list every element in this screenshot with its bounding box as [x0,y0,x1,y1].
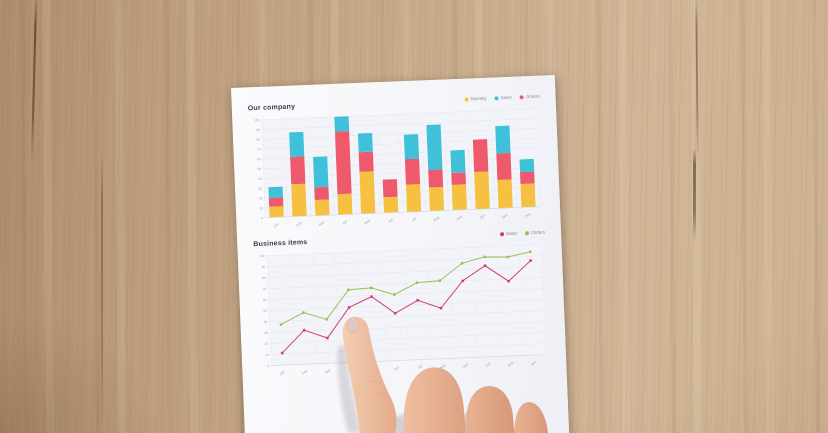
svg-text:100: 100 [259,254,265,258]
knuckle-wrinkles [369,380,385,396]
svg-text:Feb: Feb [295,221,302,228]
svg-text:30: 30 [264,331,268,335]
legend-item: Sales [499,230,518,237]
svg-text:Oct: Oct [479,214,486,220]
svg-text:20: 20 [265,342,269,346]
pointing-hand [337,316,548,433]
svg-text:Jan: Jan [273,222,280,229]
svg-text:Feb: Feb [301,369,308,376]
fingernail [347,317,359,333]
legend-dot-icon [499,232,505,237]
bars-group [268,116,536,218]
svg-text:10: 10 [265,353,269,357]
legend-dot-icon [525,231,530,236]
legend-item: Orders [519,93,540,100]
svg-text:Jul: Jul [411,216,417,222]
svg-text:50: 50 [263,309,267,313]
svg-text:90: 90 [256,128,260,132]
svg-text:20: 20 [259,196,263,200]
legend-item: Sales [494,94,512,101]
legend-dot-icon [519,95,524,100]
svg-text:Aug: Aug [439,363,446,370]
svg-text:70: 70 [257,147,261,151]
svg-text:80: 80 [256,138,260,142]
line-chart-legend: Sales Orders [499,229,546,237]
curled-ring-finger [465,386,514,433]
bar-chart-legend: Monthly Sales Orders [464,93,540,102]
legend-item: Orders [525,229,546,236]
line-chart: 0102030405060708090100JanFebMarAprMayJun… [259,244,547,377]
svg-text:30: 30 [258,187,262,191]
svg-text:Nov: Nov [507,360,514,367]
lines-group [279,250,533,355]
svg-text:Sep: Sep [462,362,469,369]
svg-text:0: 0 [261,216,263,220]
bar-chart-section: Our company Monthly Sales Orders 0 10 20 30 40… [248,91,545,233]
svg-text:60: 60 [263,298,267,302]
stacked-bar-chart: 0 10 20 30 40 50 60 70 80 90 100 Jan Feb Mar Apr May Jun… [254,108,541,229]
svg-text:May: May [364,218,372,225]
svg-text:50: 50 [258,167,262,171]
report-paper: Our company Monthly Sales Orders 0 10 20 30 40… [231,74,572,433]
svg-text:60: 60 [257,157,261,161]
curled-middle-finger [403,367,465,433]
legend-item: Monthly [464,95,487,102]
svg-text:Apr: Apr [342,219,349,226]
legend-dot-icon [494,96,499,101]
svg-text:Mar: Mar [324,367,332,374]
legend-label: Orders [525,93,540,99]
wood-crack [101,150,103,433]
index-finger [342,316,397,433]
wood-shadow [0,255,190,433]
legend-dot-icon [464,97,469,102]
svg-text:40: 40 [264,320,268,324]
svg-text:Dec: Dec [530,359,537,366]
legend-label: Sales [500,94,512,100]
svg-text:Aug: Aug [433,215,440,222]
svg-text:0: 0 [267,364,269,368]
svg-text:Mar: Mar [318,219,326,226]
svg-text:Nov: Nov [501,213,508,220]
legend-label: Sales [505,230,518,236]
svg-text:Oct: Oct [485,361,492,367]
svg-text:100: 100 [254,118,260,122]
line-chart-section: Business items Sales Orders 0 10 20 30 40 50 60… [253,227,550,381]
finger-crease [462,402,515,433]
legend-label: Monthly [470,95,487,102]
svg-text:10: 10 [259,206,263,210]
bar-chart-title: Our company [247,102,296,112]
legend-label: Orders [531,229,546,235]
svg-text:90: 90 [262,265,266,269]
svg-text:40: 40 [258,177,262,181]
svg-text:Dec: Dec [524,212,531,219]
svg-text:Sep: Sep [456,214,463,221]
svg-text:Jun: Jun [393,365,400,372]
svg-text:Jan: Jan [279,370,286,377]
finger-shadow [337,343,362,433]
svg-text:Jun: Jun [387,217,394,224]
svg-text:80: 80 [262,276,266,280]
svg-text:70: 70 [262,287,266,291]
curled-pinky-finger [514,402,548,433]
svg-text:Jul: Jul [417,364,423,370]
wood-crack [693,148,696,240]
line-chart-title: Business items [253,238,308,248]
